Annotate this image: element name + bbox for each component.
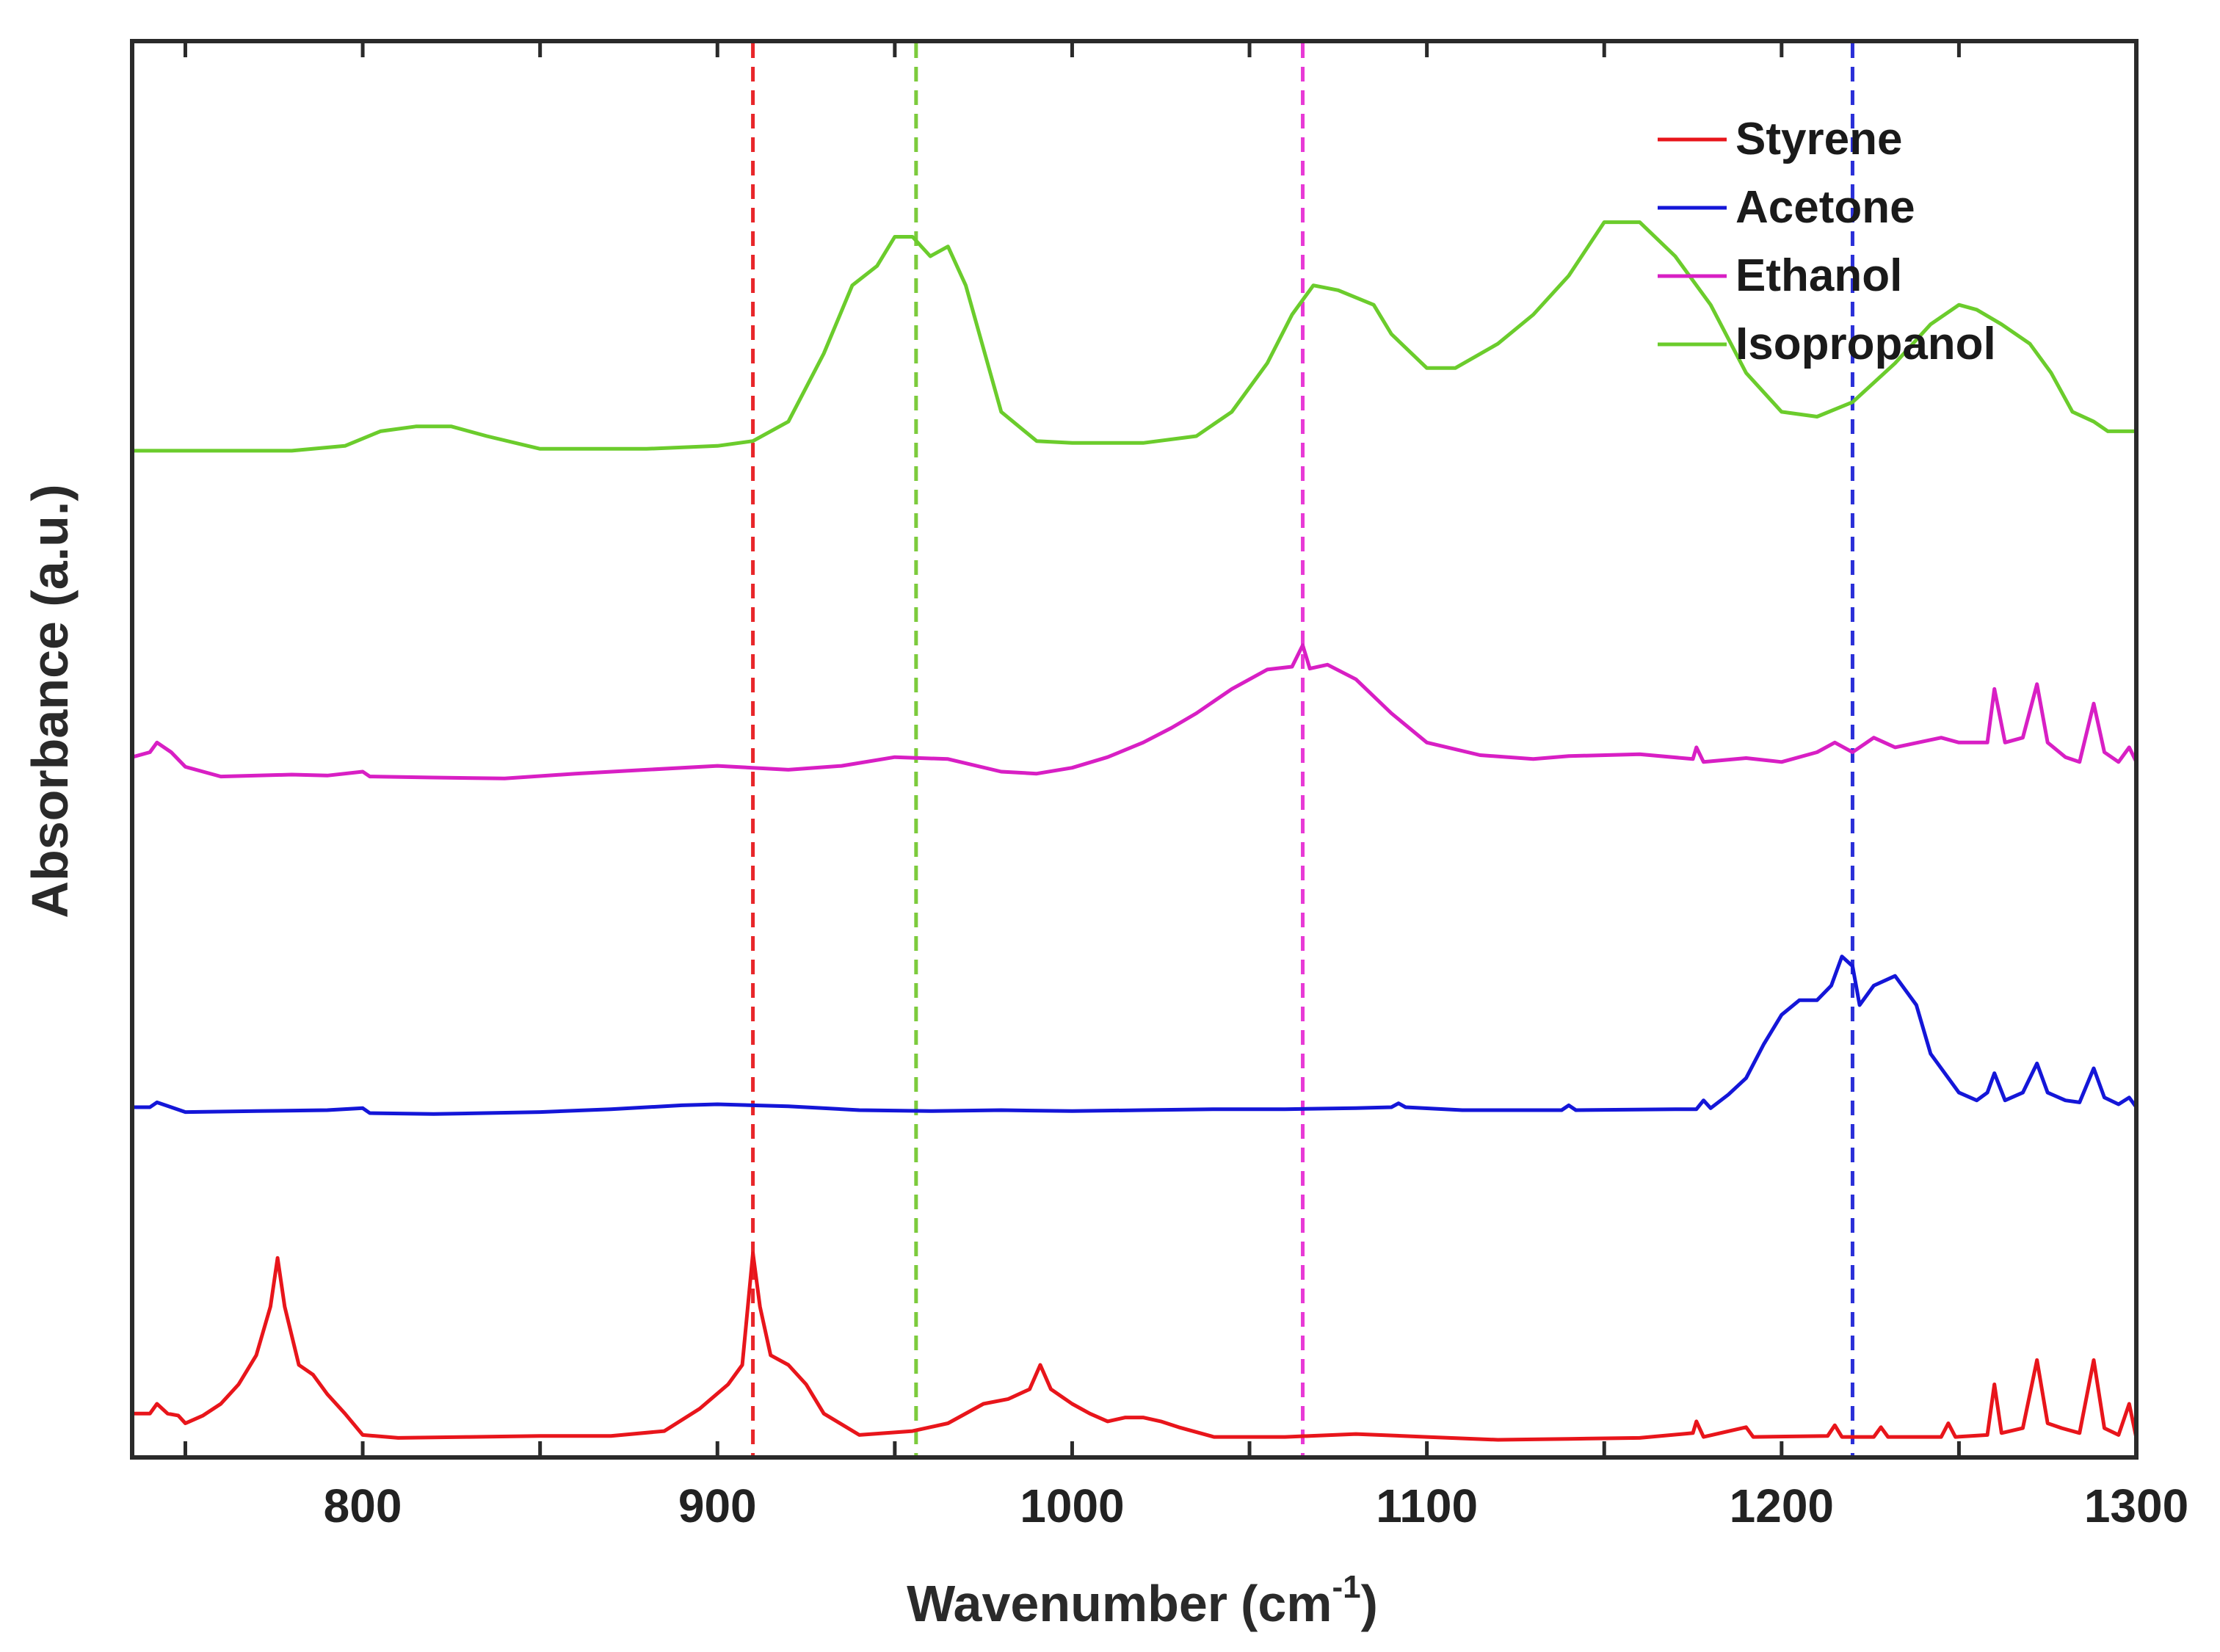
series-line-ethanol — [130, 643, 2139, 780]
x-tick-label: 1000 — [1020, 1479, 1124, 1532]
y-axis-label: Absorbance (a.u.) — [21, 484, 79, 918]
x-axis-label-main: Wavenumber — [907, 1575, 1227, 1632]
x-axis-label-unit: (cm — [1241, 1575, 1332, 1632]
x-axis-ticks: 800 900 1000 1100 1200 1300 — [183, 41, 2188, 1532]
plot-frame — [130, 39, 2139, 1460]
series-line-isopropanol — [130, 220, 2139, 453]
x-tick-label: 800 — [324, 1479, 402, 1532]
legend-label-isopropanol: Isopropanol — [1735, 319, 1996, 369]
x-tick-label: 1100 — [1376, 1479, 1478, 1532]
plot-area — [130, 43, 2139, 1455]
legend: Styrene Acetone Ethanol Isopropanol — [1658, 114, 1996, 369]
legend-label-styrene: Styrene — [1735, 114, 1902, 164]
x-axis-label: Wavenumber (cm-1) — [907, 1569, 1378, 1632]
x-tick-label: 900 — [678, 1479, 757, 1532]
series-line-acetone — [130, 954, 2139, 1116]
x-axis-label-exponent: -1 — [1332, 1569, 1361, 1605]
legend-label-ethanol: Ethanol — [1735, 250, 1902, 301]
series-line-styrene — [130, 1251, 2139, 1442]
x-tick-label: 1200 — [1730, 1479, 1834, 1532]
legend-label-acetone: Acetone — [1735, 182, 1915, 233]
x-tick-label: 1300 — [2084, 1479, 2188, 1532]
x-axis-label-unit-close: ) — [1361, 1575, 1378, 1632]
